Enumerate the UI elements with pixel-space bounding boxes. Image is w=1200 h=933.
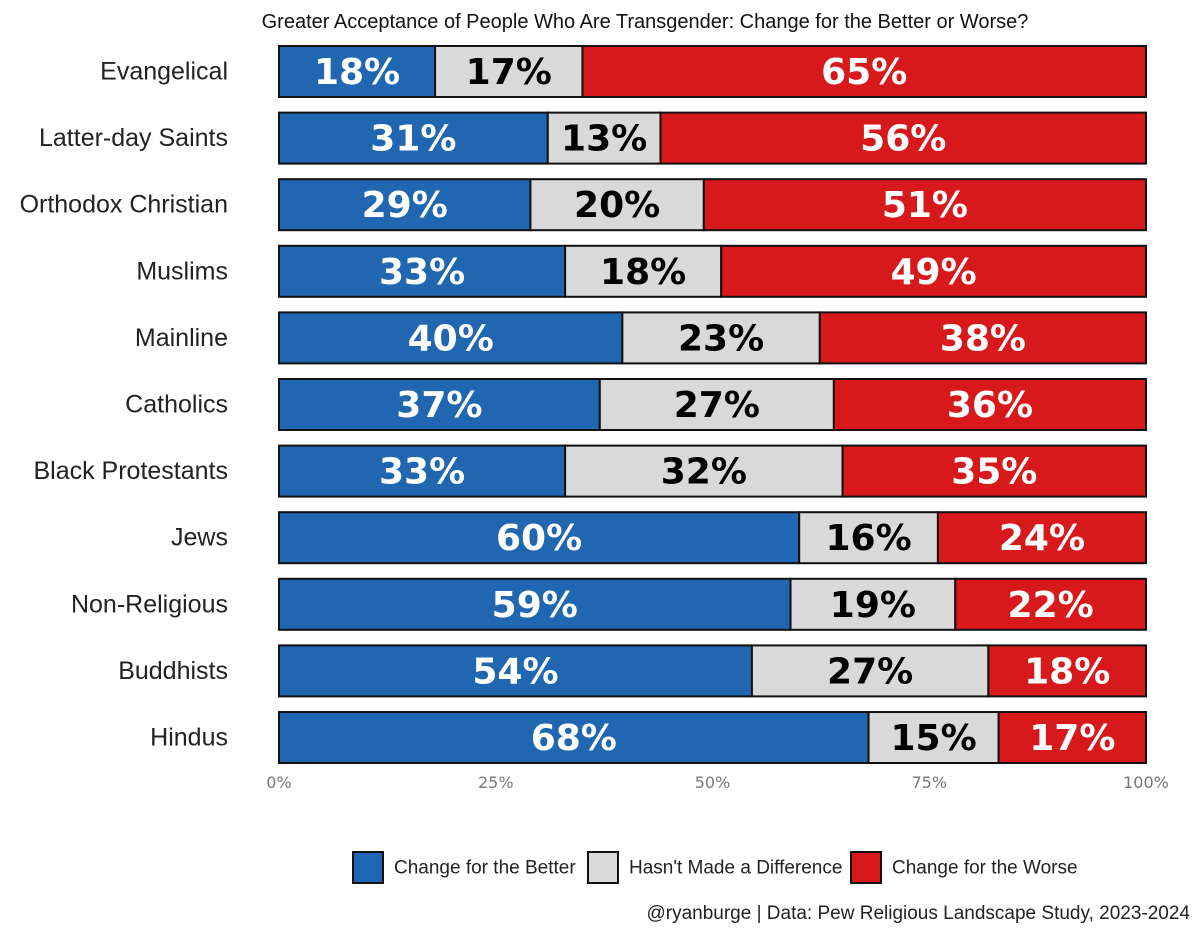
bar-value-label: 27% <box>827 651 913 692</box>
category-label: Mainline <box>135 324 228 352</box>
category-label: Catholics <box>125 391 228 419</box>
bar-segment-better <box>278 311 624 365</box>
bar-segment-better <box>278 378 601 431</box>
x-tick-label: 25% <box>478 773 514 792</box>
bar-value-label: 59% <box>492 585 578 626</box>
bar-segment-worse <box>659 111 1147 165</box>
bar-segment-better <box>278 244 567 298</box>
bar-value-labels: 18% 17% 65% 31% 13% 56% 29% 20% 51% 33% 18% 49% 40% 2… <box>314 52 1115 759</box>
bar-segment-better <box>278 644 753 698</box>
bar-segment-better <box>278 511 801 565</box>
bar-segment-worse <box>841 444 1147 498</box>
bar-segment-better <box>278 577 792 631</box>
bar-segment-no-difference <box>798 511 939 565</box>
caption: @ryanburge | Data: Pew Religious Landsca… <box>646 903 1190 924</box>
bar-segment-worse <box>954 577 1148 631</box>
bar-value-label: 15% <box>890 718 976 759</box>
bar-segment-worse <box>987 644 1148 698</box>
bar-segment-worse <box>832 378 1147 431</box>
bar-value-label: 22% <box>1008 585 1094 626</box>
bar-value-label: 17% <box>466 52 552 93</box>
bar-segment-better <box>278 444 567 498</box>
bar-value-label: 40% <box>408 318 494 359</box>
bar-value-label: 23% <box>678 318 764 359</box>
bar-segment-no-difference <box>564 444 844 498</box>
legend-label: Change for the Worse <box>892 858 1078 879</box>
bar-segment-worse <box>720 244 1147 298</box>
bar-value-label: 38% <box>940 318 1026 359</box>
category-label: Hindus <box>150 724 228 752</box>
x-axis-ticks: 0% 25% 50% 75% 100% <box>266 773 1169 792</box>
bar-value-label: 54% <box>472 651 558 692</box>
bar-segment-better <box>278 711 870 764</box>
category-labels: Evangelical Latter-day Saints Orthodox Chr… <box>20 58 228 752</box>
bar-segment-no-difference <box>621 311 821 365</box>
bar-segment-worse <box>936 511 1147 565</box>
bar-segment-no-difference <box>546 111 662 165</box>
legend: Change for the Better Hasn't Made a Diffe… <box>352 851 1078 884</box>
bar-segment-worse <box>581 45 1147 98</box>
bar-value-label: 18% <box>600 252 686 293</box>
legend-label: Change for the Better <box>394 858 576 879</box>
bar-segment-better <box>278 45 437 98</box>
bar-segment-worse <box>818 311 1148 365</box>
bar-value-label: 60% <box>496 518 582 559</box>
x-tick-label: 100% <box>1123 773 1169 792</box>
bar-value-label: 33% <box>379 252 465 293</box>
category-label: Evangelical <box>100 58 228 86</box>
legend-swatch <box>352 851 384 884</box>
bars <box>278 45 1148 764</box>
legend-swatch <box>850 851 882 884</box>
bar-value-label: 37% <box>396 385 482 426</box>
bar-value-label: 17% <box>1029 718 1115 759</box>
bar-value-label: 18% <box>314 52 400 93</box>
bar-value-label: 49% <box>890 252 976 293</box>
bar-segment-no-difference <box>529 178 705 232</box>
bar-value-label: 33% <box>379 452 465 493</box>
bar-value-label: 56% <box>860 119 946 160</box>
x-tick-label: 50% <box>695 773 731 792</box>
bar-segment-no-difference <box>750 644 990 698</box>
bar-value-label: 31% <box>370 119 456 160</box>
bar-value-label: 18% <box>1024 651 1110 692</box>
category-label: Latter-day Saints <box>39 124 228 152</box>
x-tick-label: 75% <box>911 773 947 792</box>
category-label: Buddhists <box>118 657 228 685</box>
legend-swatch <box>587 851 619 884</box>
bar-segment-better <box>278 178 532 232</box>
bar-segment-no-difference <box>598 378 835 431</box>
bar-value-label: 13% <box>561 119 647 160</box>
bar-value-label: 65% <box>821 52 907 93</box>
bar-value-label: 27% <box>674 385 760 426</box>
legend-label: Hasn't Made a Difference <box>629 858 842 879</box>
bar-segment-no-difference <box>434 45 584 98</box>
category-label: Jews <box>171 524 228 552</box>
category-label: Black Protestants <box>33 457 228 485</box>
bar-value-label: 36% <box>947 385 1033 426</box>
category-label: Muslims <box>136 257 228 285</box>
bar-value-label: 68% <box>531 718 617 759</box>
chart-title: Greater Acceptance of People Who Are Tra… <box>262 11 1029 33</box>
bar-value-label: 51% <box>882 185 968 226</box>
category-label: Orthodox Christian <box>20 191 228 219</box>
category-label: Non-Religious <box>71 590 228 618</box>
bar-value-label: 32% <box>661 452 747 493</box>
bar-value-label: 16% <box>825 518 911 559</box>
bar-segment-worse <box>997 711 1147 764</box>
bar-value-label: 24% <box>999 518 1085 559</box>
bar-segment-worse <box>702 178 1148 232</box>
bar-value-label: 29% <box>362 185 448 226</box>
bar-value-label: 19% <box>830 585 916 626</box>
x-tick-label: 0% <box>266 773 291 792</box>
bar-value-label: 35% <box>951 452 1037 493</box>
bar-value-label: 20% <box>574 185 660 226</box>
